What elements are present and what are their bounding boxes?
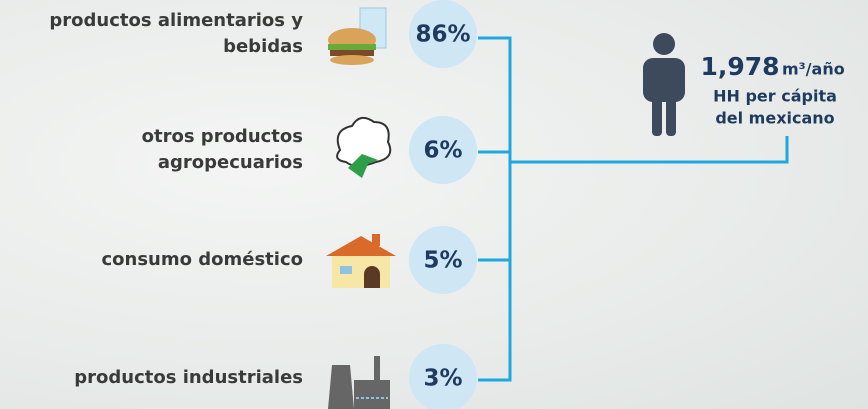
- person-icon: [643, 33, 685, 136]
- building: [354, 380, 390, 409]
- total-line: HH per cápita: [713, 87, 837, 106]
- factory-icon: [328, 356, 390, 409]
- leg: [652, 96, 662, 136]
- percent-circle: [409, 226, 477, 294]
- item-label: bebidas: [223, 36, 303, 57]
- patty: [330, 50, 374, 56]
- food-icon: [328, 7, 387, 65]
- roof: [326, 236, 396, 256]
- bun-bottom: [330, 55, 374, 65]
- head: [653, 33, 675, 55]
- percent: 5%: [423, 248, 462, 274]
- percent: 3%: [423, 366, 462, 392]
- body: [643, 58, 685, 102]
- chimney: [372, 234, 380, 246]
- house-icon: [326, 234, 396, 288]
- item-label: productos industriales: [74, 367, 303, 388]
- window: [340, 266, 352, 274]
- percent-circle: [409, 116, 477, 184]
- item-label: agropecuarios: [158, 152, 303, 173]
- item-label: otros productos: [142, 126, 303, 147]
- total-value: 1,978: [700, 52, 779, 81]
- total-line: del mexicano: [715, 109, 834, 128]
- item-label: consumo doméstico: [101, 249, 303, 270]
- cotton: [336, 116, 392, 167]
- connector-lines: [478, 36, 789, 382]
- item-label: productos alimentarios y: [49, 10, 303, 31]
- door: [364, 266, 380, 288]
- percent-circle: [409, 344, 477, 409]
- connector: [478, 36, 789, 382]
- percent-circle: [409, 0, 477, 68]
- leaves: [348, 154, 378, 178]
- cotton-icon: [336, 116, 392, 178]
- tower: [328, 365, 354, 409]
- percent: 6%: [423, 138, 462, 164]
- leg: [666, 96, 676, 136]
- chimney: [374, 356, 380, 382]
- lettuce: [328, 44, 376, 50]
- percent: 86%: [415, 22, 470, 48]
- total-unit: m³/año: [782, 60, 845, 79]
